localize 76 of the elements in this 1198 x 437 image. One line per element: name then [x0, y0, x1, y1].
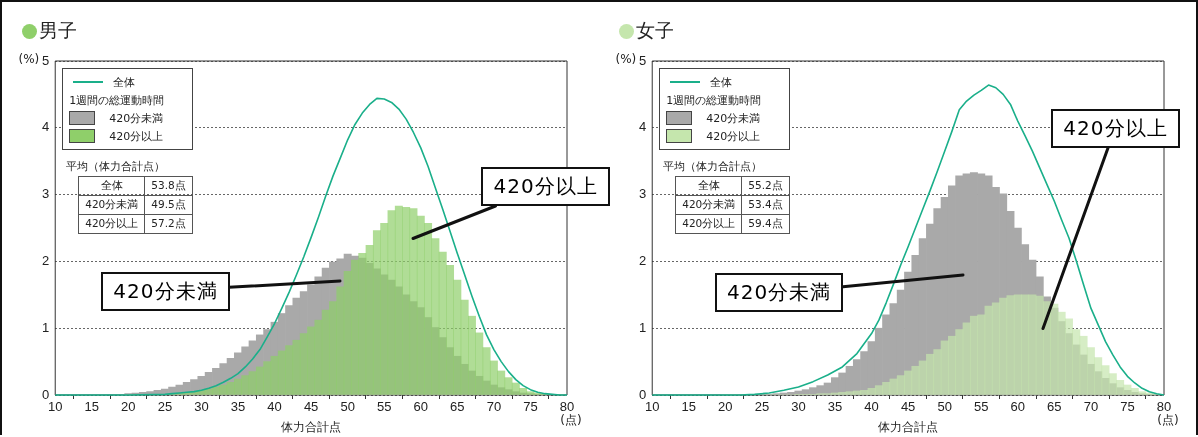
- legend-label: 420分以上: [109, 128, 164, 144]
- x-tick-label: 20: [718, 399, 733, 415]
- x-tick-label: 60: [1010, 399, 1026, 415]
- chart-title: 女子: [636, 18, 674, 43]
- y-tick-label: 3: [42, 186, 50, 202]
- legend-label: 全体: [710, 74, 733, 90]
- x-axis-title: 体力合計点: [281, 420, 342, 435]
- annotation: 420分未満: [101, 271, 230, 311]
- x-tick-label: 80: [1156, 399, 1172, 415]
- x-tick-label: 35: [230, 399, 246, 415]
- annotation: 全体: [78, 176, 145, 196]
- y-tick-label: 1: [639, 319, 647, 335]
- x-tick-label: 45: [303, 399, 319, 415]
- y-tick-label: 3: [639, 186, 647, 202]
- x-tick-label: 15: [681, 399, 697, 415]
- x-tick-label: 60: [413, 399, 429, 415]
- x-tick-label: 25: [157, 399, 173, 415]
- x-tick-label: 25: [754, 399, 770, 415]
- annotation: 420分以上: [675, 214, 742, 234]
- x-tick-label: 35: [827, 399, 843, 415]
- annotation: 平均（体力合計点）: [663, 160, 764, 174]
- x-tick-label: 30: [791, 399, 806, 415]
- x-tick-label: 20: [121, 399, 136, 415]
- y-tick-label: 2: [639, 252, 647, 268]
- x-tick-label: 80: [559, 399, 575, 415]
- annotation: 420分以上: [481, 166, 610, 206]
- x-tick-label: 65: [1047, 399, 1062, 415]
- x-tick-label: 55: [376, 399, 392, 415]
- x-tick-label: 45: [900, 399, 916, 415]
- x-tick-label: 40: [864, 399, 879, 415]
- annotation: 420分以上: [1051, 108, 1180, 148]
- legend-label: 420分以上: [706, 128, 761, 144]
- legend-title: 1週間の総運動時間: [666, 92, 763, 109]
- legend-label: 420分未満: [706, 110, 761, 126]
- y-tick-label: 4: [42, 119, 50, 135]
- x-tick-label: 10: [48, 399, 63, 415]
- text: (点): [1157, 413, 1179, 428]
- x-tick-label: 75: [523, 399, 538, 415]
- annotation: 53.8点: [144, 176, 193, 196]
- y-tick-label: 1: [42, 319, 50, 335]
- y-tick-label: 0: [42, 386, 50, 402]
- x-tick-label: 50: [937, 399, 952, 415]
- legend-label: 全体: [113, 74, 136, 90]
- annotation: 平均（体力合計点）: [66, 160, 167, 174]
- x-tick-label: 50: [340, 399, 355, 415]
- x-tick-label: 15: [84, 399, 100, 415]
- y-axis-title: (%): [18, 52, 40, 67]
- annotation: 59.4点: [741, 214, 790, 234]
- annotation: 420分未満: [714, 273, 844, 313]
- annotation: 420分未満: [78, 195, 145, 215]
- x-tick-label: 30: [194, 399, 209, 415]
- legend-title: 1週間の総運動時間: [69, 92, 166, 109]
- x-tick-label: 10: [645, 399, 660, 415]
- legend-label: 420分未満: [109, 110, 164, 126]
- annotation: 420分未満: [675, 195, 742, 215]
- y-tick-label: 2: [42, 252, 50, 268]
- x-tick-label: 40: [267, 399, 282, 415]
- x-tick-label: 75: [1120, 399, 1135, 415]
- chart-title: 男子: [39, 18, 77, 43]
- x-tick-label: 65: [450, 399, 465, 415]
- annotation: 全体: [675, 176, 742, 196]
- x-tick-label: 70: [1083, 399, 1099, 415]
- y-tick-label: 0: [639, 386, 647, 402]
- annotation: 57.2点: [144, 214, 193, 234]
- annotation: 49.5点: [144, 195, 193, 215]
- y-tick-label: 5: [42, 52, 50, 68]
- annotation: 55.2点: [741, 176, 790, 196]
- x-tick-label: 55: [973, 399, 989, 415]
- x-axis-title: 体力合計点: [878, 420, 939, 435]
- y-tick-label: 5: [639, 52, 647, 68]
- y-tick-label: 4: [639, 119, 647, 135]
- text: (点): [560, 413, 582, 428]
- y-axis-title: (%): [615, 52, 637, 67]
- x-tick-label: 70: [486, 399, 502, 415]
- annotation: 420分以上: [78, 214, 145, 234]
- annotation: 53.4点: [741, 195, 790, 215]
